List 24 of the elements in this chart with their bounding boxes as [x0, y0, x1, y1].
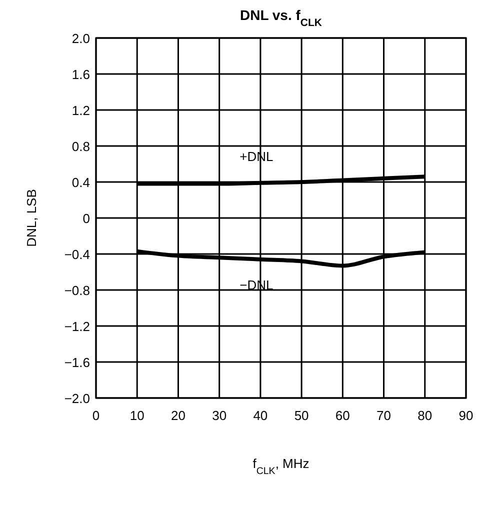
x-tick-label: 30 — [212, 408, 227, 423]
y-tick-label: 0.4 — [72, 175, 90, 190]
y-tick-label: −2.0 — [64, 391, 90, 406]
y-tick-label: 0 — [82, 211, 90, 226]
y-tick-label: −1.2 — [64, 319, 90, 334]
chart-title: DNL vs. f$_{CLK}$ — [240, 7, 322, 29]
x-tick-label: 40 — [253, 408, 268, 423]
y-tick-label: 1.6 — [72, 67, 90, 82]
x-tick-label: 10 — [130, 408, 144, 423]
x-tick-label: 60 — [335, 408, 350, 423]
x-tick-label: 20 — [170, 408, 186, 423]
y-axis-title: DNL, LSB — [24, 189, 39, 247]
y-tick-label: 0.8 — [72, 139, 90, 154]
y-tick-label: −0.4 — [64, 247, 90, 262]
x-tick-label: 70 — [376, 408, 392, 423]
x-tick-label: 0 — [92, 408, 100, 423]
x-tick-label: 80 — [418, 408, 432, 423]
x-axis-title: f$_{CLK}$, MHz — [252, 456, 310, 476]
x-tick-label: 50 — [294, 408, 309, 423]
y-tick-label: 2.0 — [72, 31, 90, 46]
y-tick-label: −1.6 — [64, 355, 90, 370]
x-tick-label: 90 — [458, 408, 474, 423]
y-tick-label: −0.8 — [64, 283, 90, 298]
y-tick-label: 1.2 — [72, 103, 90, 118]
